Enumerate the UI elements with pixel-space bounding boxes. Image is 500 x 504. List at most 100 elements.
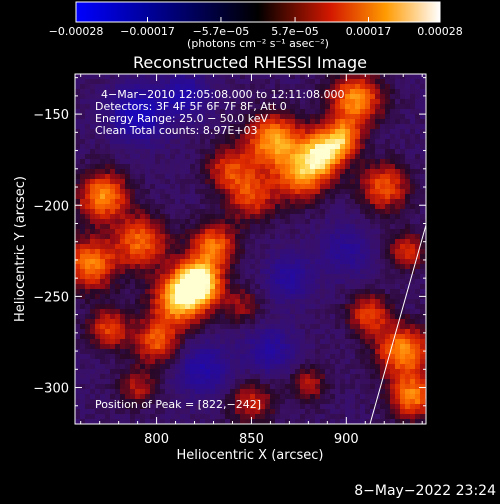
heatmap-cell	[390, 154, 396, 160]
heatmap-cell	[290, 204, 296, 210]
heatmap-cell	[90, 359, 96, 365]
heatmap-cell	[400, 339, 406, 345]
heatmap-cell	[225, 289, 231, 295]
heatmap-cell	[110, 204, 116, 210]
heatmap-cell	[175, 329, 181, 335]
heatmap-cell	[340, 124, 346, 130]
heatmap-cell	[140, 324, 146, 330]
heatmap-cell	[125, 209, 131, 215]
heatmap-cell	[240, 234, 246, 240]
heatmap-cell	[410, 399, 416, 405]
heatmap-cell	[160, 279, 166, 285]
heatmap-cell	[335, 234, 341, 240]
heatmap-cell	[255, 209, 261, 215]
heatmap-cell	[130, 324, 136, 330]
heatmap-cell	[325, 349, 331, 355]
heatmap-cell	[300, 199, 306, 205]
heatmap-cell	[235, 269, 241, 275]
heatmap-cell	[390, 124, 396, 130]
heatmap-cell	[140, 249, 146, 255]
heatmap-cell	[390, 74, 396, 80]
heatmap-cell	[275, 344, 281, 350]
heatmap-cell	[330, 304, 336, 310]
heatmap-cell	[115, 369, 121, 375]
heatmap-cell	[245, 274, 251, 280]
heatmap-cell	[335, 329, 341, 335]
heatmap-cell	[120, 189, 126, 195]
heatmap-cell	[350, 394, 356, 400]
heatmap-cell	[195, 79, 201, 85]
heatmap-cell	[255, 274, 261, 280]
heatmap-cell	[365, 119, 371, 125]
heatmap-cell	[195, 369, 201, 375]
heatmap-cell	[165, 379, 171, 385]
heatmap-cell	[80, 194, 86, 200]
heatmap-cell	[400, 179, 406, 185]
heatmap-cell	[130, 359, 136, 365]
heatmap-cell	[315, 219, 321, 225]
heatmap-cell	[265, 224, 271, 230]
heatmap-cell	[80, 229, 86, 235]
heatmap-cell	[200, 339, 206, 345]
heatmap-cell	[335, 304, 341, 310]
heatmap-cell	[295, 204, 301, 210]
heatmap-cell	[270, 204, 276, 210]
heatmap-cell	[190, 334, 196, 340]
heatmap-cell	[360, 414, 366, 420]
heatmap-cell	[300, 149, 306, 155]
heatmap-cell	[115, 354, 121, 360]
heatmap-cell	[295, 249, 301, 255]
heatmap-cell	[330, 144, 336, 150]
heatmap-cell	[275, 304, 281, 310]
heatmap-cell	[330, 384, 336, 390]
heatmap-cell	[320, 234, 326, 240]
heatmap-cell	[380, 329, 386, 335]
heatmap-cell	[410, 304, 416, 310]
heatmap-cell	[135, 309, 141, 315]
heatmap-cell	[345, 114, 351, 120]
heatmap-cell	[410, 369, 416, 375]
heatmap-cell	[210, 349, 216, 355]
heatmap-cell	[265, 199, 271, 205]
heatmap-cell	[320, 129, 326, 135]
heatmap-cell	[205, 364, 211, 370]
heatmap-cell	[255, 149, 261, 155]
heatmap-cell	[180, 324, 186, 330]
heatmap-cell	[215, 239, 221, 245]
heatmap-cell	[250, 259, 256, 265]
heatmap-cell	[265, 154, 271, 160]
heatmap-cell	[420, 369, 426, 375]
heatmap-cell	[410, 374, 416, 380]
heatmap-cell	[150, 314, 156, 320]
heatmap-cell	[395, 134, 401, 140]
heatmap-cell	[250, 314, 256, 320]
heatmap-cell	[405, 124, 411, 130]
heatmap-cell	[255, 369, 261, 375]
heatmap-cell	[420, 194, 426, 200]
heatmap-cell	[325, 194, 331, 200]
heatmap-cell	[290, 324, 296, 330]
heatmap-cell	[195, 299, 201, 305]
heatmap-cell	[315, 319, 321, 325]
heatmap-cell	[155, 259, 161, 265]
heatmap-cell	[90, 379, 96, 385]
heatmap-cell	[80, 299, 86, 305]
heatmap-cell	[275, 239, 281, 245]
heatmap-cell	[100, 364, 106, 370]
heatmap-cell	[100, 279, 106, 285]
heatmap-cell	[160, 289, 166, 295]
heatmap-cell	[195, 219, 201, 225]
heatmap-cell	[230, 284, 236, 290]
heatmap-cell	[220, 324, 226, 330]
heatmap-cell	[150, 194, 156, 200]
heatmap-cell	[375, 129, 381, 135]
heatmap-cell	[80, 394, 86, 400]
heatmap-cell	[365, 89, 371, 95]
heatmap-cell	[335, 344, 341, 350]
heatmap-cell	[180, 294, 186, 300]
heatmap-cell	[345, 259, 351, 265]
heatmap-cell	[360, 79, 366, 85]
heatmap-cell	[145, 374, 151, 380]
heatmap-cell	[370, 109, 376, 115]
heatmap-cell	[175, 164, 181, 170]
